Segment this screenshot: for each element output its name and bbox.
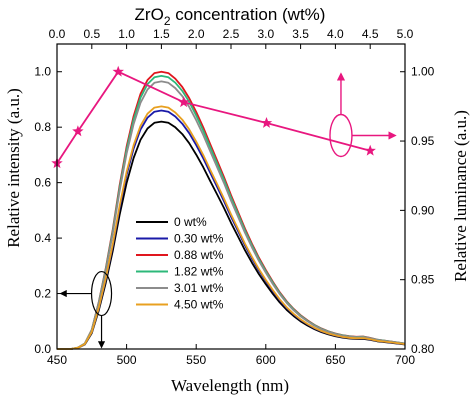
luminance-line [56, 70, 371, 164]
left-y-axis-label: Relative intensity (a.u.) [4, 88, 23, 248]
x2-tick-label: 0.5 [83, 27, 100, 41]
legend-label-4: 3.01 wt% [174, 281, 224, 295]
x-tick-label: 450 [47, 353, 67, 367]
luminance-star-marker [72, 125, 84, 137]
legend-label-0: 0 wt% [174, 215, 207, 229]
spectrum-line-4 [57, 80, 406, 350]
y-left-tick-label: 1.0 [34, 65, 51, 79]
y-left-tick-label: 0.0 [34, 342, 51, 356]
x-tick-label: 600 [256, 353, 276, 367]
luminance-star-marker [112, 65, 124, 77]
luminance-star-marker [364, 144, 376, 156]
top-axis-label: ZrO2 concentration (wt%) [135, 5, 326, 28]
x2-tick-label: 0.0 [49, 27, 66, 41]
y-right-tick-label: 0.85 [411, 273, 435, 287]
x-axis-label: Wavelength (nm) [171, 376, 289, 395]
y-right-tick-label: 1.00 [411, 65, 435, 79]
y-left-tick-label: 0.2 [34, 287, 51, 301]
y-right-tick-label: 0.95 [411, 134, 435, 148]
x2-tick-label: 2.5 [223, 27, 240, 41]
x2-tick-label: 3.0 [257, 27, 274, 41]
y-left-tick-label: 0.6 [34, 176, 51, 190]
x2-tick-label: 3.5 [292, 27, 309, 41]
x2-tick-label: 2.0 [188, 27, 205, 41]
x2-tick-label: 1.0 [118, 27, 135, 41]
plot-frame [56, 43, 406, 350]
legend-label-1: 0.30 wt% [174, 232, 224, 246]
x-tick-label: 650 [325, 353, 345, 367]
legend-label-2: 0.88 wt% [174, 248, 224, 262]
x2-tick-label: 5.0 [397, 27, 414, 41]
y-right-tick-label: 0.90 [411, 203, 435, 217]
luminance-star-marker [260, 117, 273, 128]
x2-tick-label: 1.5 [153, 27, 170, 41]
x-tick-label: 500 [117, 353, 137, 367]
spectrum-line-0 [57, 120, 406, 350]
luminance-marker-ellipse [329, 113, 353, 158]
legend-label-5: 4.50 wt% [174, 298, 224, 312]
x2-tick-label: 4.0 [327, 27, 344, 41]
luminance-star-marker [178, 96, 190, 108]
x2-tick-label: 4.5 [362, 27, 379, 41]
y-left-tick-label: 0.8 [34, 120, 51, 134]
x-tick-label: 700 [395, 353, 415, 367]
legend-label-3: 1.82 wt% [174, 265, 224, 279]
y-left-tick-label: 0.4 [34, 231, 51, 245]
right-y-axis-label: Relative luminance (a.u.) [451, 110, 470, 282]
y-right-tick-label: 0.80 [411, 342, 435, 356]
spectrum-line-5 [57, 105, 406, 350]
x-tick-label: 550 [186, 353, 206, 367]
